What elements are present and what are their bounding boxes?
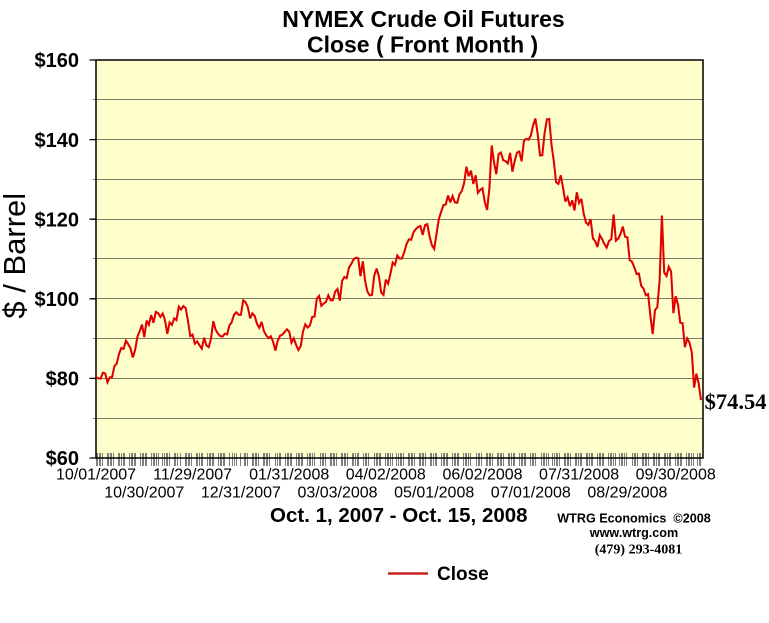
svg-text:03/03/2008: 03/03/2008 [297, 485, 377, 502]
svg-text:Oct. 1, 2007 - Oct. 15, 2008: Oct. 1, 2007 - Oct. 15, 2008 [270, 504, 528, 527]
svg-text:06/02/2008: 06/02/2008 [442, 467, 522, 484]
svg-text:07/31/2008: 07/31/2008 [539, 467, 619, 484]
svg-text:05/01/2008: 05/01/2008 [394, 485, 474, 502]
svg-text:12/31/2007: 12/31/2007 [201, 485, 281, 502]
svg-text:$80: $80 [46, 369, 79, 391]
svg-text:NYMEX Crude Oil Futures: NYMEX Crude Oil Futures [282, 6, 564, 32]
svg-text:04/02/2008: 04/02/2008 [346, 467, 426, 484]
svg-text:10/30/2007: 10/30/2007 [104, 485, 184, 502]
svg-text:$74.54: $74.54 [705, 389, 767, 414]
svg-text:09/30/2008: 09/30/2008 [636, 467, 716, 484]
svg-text:(479) 293-4081: (479) 293-4081 [595, 543, 683, 558]
svg-text:$120: $120 [35, 209, 80, 231]
svg-text:www.wtrg.com: www.wtrg.com [589, 526, 678, 540]
svg-text:01/31/2008: 01/31/2008 [249, 467, 329, 484]
svg-text:08/29/2008: 08/29/2008 [587, 485, 667, 502]
svg-text:Close ( Front Month ): Close ( Front Month ) [307, 31, 538, 57]
svg-text:$60: $60 [46, 448, 79, 470]
svg-text:07/01/2008: 07/01/2008 [491, 485, 571, 502]
svg-text:Close: Close [437, 564, 489, 585]
svg-text:$140: $140 [35, 130, 80, 152]
svg-text:11/29/2007: 11/29/2007 [153, 467, 232, 484]
svg-text:$160: $160 [35, 50, 80, 72]
svg-text:$100: $100 [35, 289, 80, 311]
svg-text:10/01/2007: 10/01/2007 [56, 467, 136, 484]
svg-text:WTRG Economics ©2008: WTRG Economics ©2008 [557, 512, 710, 526]
svg-text:$ / Barrel: $ / Barrel [0, 193, 32, 319]
